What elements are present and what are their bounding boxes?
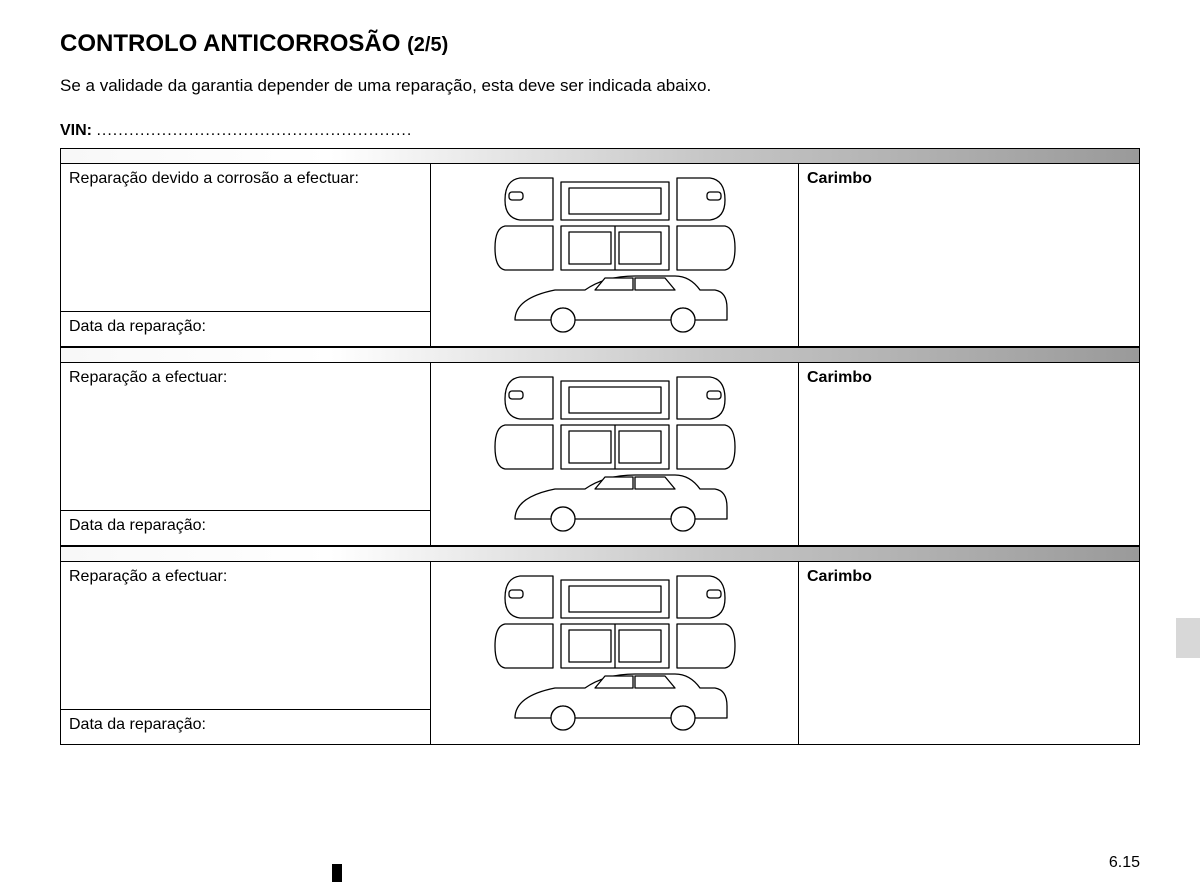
diagram-cell [431, 363, 799, 545]
repair-row: Reparação a efectuar: Data da reparação: [60, 363, 1140, 546]
date-label-cell: Data da reparação: [61, 511, 430, 545]
subtitle: Se a validade da garantia depender de um… [60, 76, 1140, 96]
stamp-cell: Carimbo [799, 562, 1139, 744]
side-tab [1176, 618, 1200, 658]
col-left: Reparação a efectuar: Data da reparação: [61, 562, 431, 744]
title-part: (2/5) [407, 34, 448, 56]
repair-blocks: Reparação devido a corrosão a efectuar: … [60, 148, 1140, 745]
vehicle-diagram-icon [465, 568, 765, 738]
page-title: CONTROLO ANTICORROSÃO (2/5) [60, 30, 1140, 58]
page: CONTROLO ANTICORROSÃO (2/5) Se a validad… [0, 0, 1200, 888]
separator-bar [60, 148, 1140, 164]
stamp-label: Carimbo [807, 369, 1131, 387]
stamp-label: Carimbo [807, 568, 1131, 586]
vin-line: VIN: ...................................… [60, 122, 1140, 140]
vehicle-diagram-icon [465, 170, 765, 340]
stamp-cell: Carimbo [799, 363, 1139, 545]
date-label-cell: Data da reparação: [61, 312, 430, 346]
separator-bar [60, 546, 1140, 562]
vin-dots: ........................................… [96, 122, 412, 139]
separator-bar [60, 347, 1140, 363]
diagram-cell [431, 562, 799, 744]
vehicle-diagram-icon [465, 369, 765, 539]
diagram-cell [431, 164, 799, 346]
repair-row: Reparação a efectuar: Data da reparação: [60, 562, 1140, 745]
repair-label-cell: Reparação a efectuar: [61, 363, 430, 511]
vin-label: VIN: [60, 122, 92, 139]
repair-label-cell: Reparação a efectuar: [61, 562, 430, 710]
footer-tick-mark [332, 864, 342, 882]
stamp-cell: Carimbo [799, 164, 1139, 346]
repair-row: Reparação devido a corrosão a efectuar: … [60, 164, 1140, 347]
col-left: Reparação a efectuar: Data da reparação: [61, 363, 431, 545]
col-left: Reparação devido a corrosão a efectuar: … [61, 164, 431, 346]
page-number: 6.15 [1109, 854, 1140, 872]
title-main: CONTROLO ANTICORROSÃO [60, 30, 400, 57]
date-label-cell: Data da reparação: [61, 710, 430, 744]
stamp-label: Carimbo [807, 170, 1131, 188]
repair-label-cell: Reparação devido a corrosão a efectuar: [61, 164, 430, 312]
